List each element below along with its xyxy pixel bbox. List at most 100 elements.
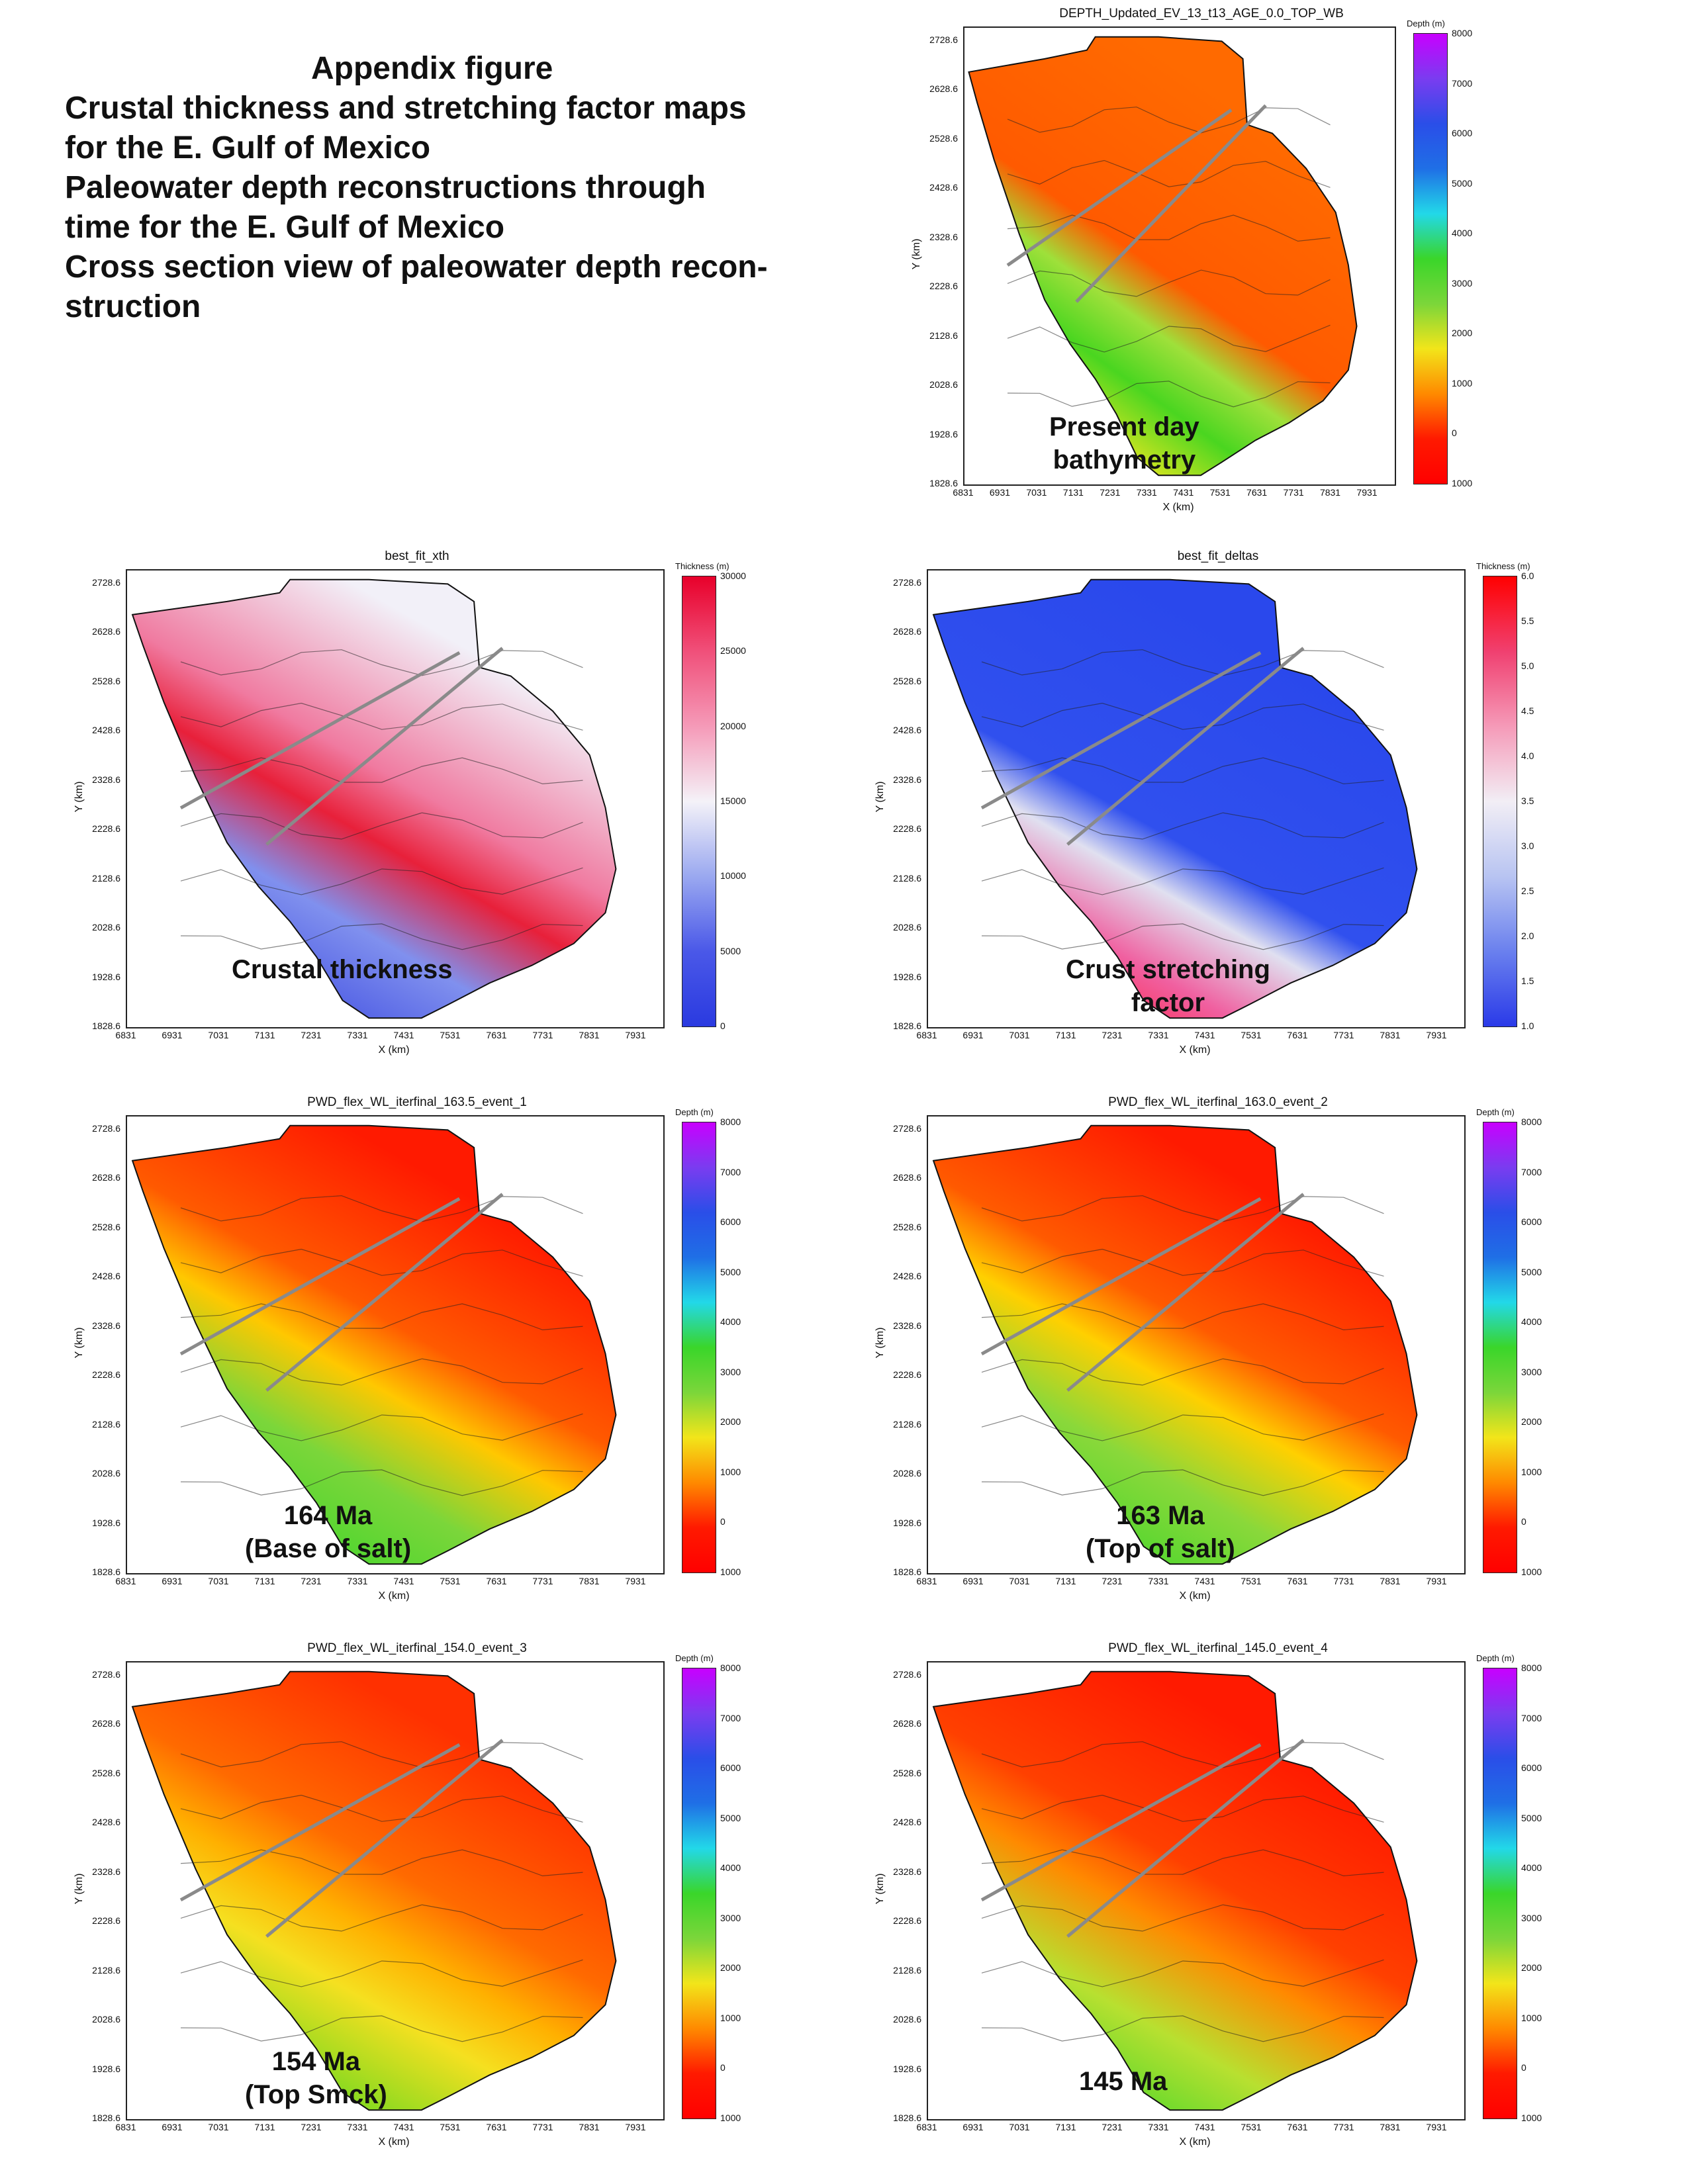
colorbar-label: Depth (m): [1476, 1653, 1515, 1663]
x-tick-label: 7031: [1009, 2122, 1030, 2132]
contour-line: [981, 812, 1384, 840]
contour-line: [180, 812, 583, 840]
panel-annotation: 154 Ma (Top Smck): [245, 2045, 387, 2111]
y-tick-label: 1828.6: [893, 1021, 921, 1031]
x-tick-label: 7131: [1055, 1576, 1076, 1586]
y-tick-label: 2228.6: [92, 823, 120, 835]
x-tick-label: 7831: [579, 2122, 600, 2132]
y-tick-label: 2328.6: [92, 1320, 120, 1331]
x-tick-label: 6931: [989, 487, 1011, 498]
contour-line: [981, 1303, 1384, 1331]
colorbar-tick-label: 3000: [1452, 277, 1473, 289]
panel-title: best_fit_xth: [385, 549, 449, 563]
contour-line: [981, 1248, 1384, 1277]
contour-line: [180, 2015, 583, 2042]
x-tick-label: 6831: [916, 1576, 937, 1586]
caption-line: Cross section view of paleowater depth r…: [65, 250, 768, 285]
colorbar-tick-label: 2000: [720, 1416, 741, 1428]
x-axis-label: X (km): [378, 1044, 410, 1056]
y-tick-label: 2128.6: [92, 1418, 120, 1430]
colorbar-tick-label: 0: [1521, 2062, 1526, 2073]
x-tick-label: 7531: [440, 1576, 461, 1586]
x-axis-label: X (km): [1179, 1590, 1211, 1602]
map-panel-e4: PWD_flex_WL_iterfinal_145.0_event_4 2728.…: [861, 1641, 1575, 2171]
y-tick-label: 1828.6: [92, 2113, 120, 2123]
colorbar-tick-label: 2.0: [1521, 931, 1534, 941]
x-tick-label: 7831: [1319, 487, 1341, 498]
x-tick-label: 7031: [208, 1030, 229, 1040]
colorbar-tick-label: 1000: [720, 1567, 741, 1577]
contour-line: [981, 1904, 1384, 1932]
contour-line: [180, 923, 583, 950]
colorbar-tick-label: 0: [720, 2062, 726, 2073]
contour-line: [180, 702, 583, 731]
x-tick-label: 7431: [393, 1576, 414, 1586]
map-region: [932, 1124, 1418, 1565]
colorbar-tick-label: 5000: [720, 1812, 741, 1823]
colorbar-tick-label: 5000: [720, 945, 741, 956]
profile-line: [265, 647, 504, 846]
colorbar-tick-label: 6.0: [1521, 570, 1534, 581]
colorbar-tick-label: 1000: [1521, 1466, 1542, 1477]
colorbar-tick-label: 2000: [1521, 1416, 1542, 1428]
contour-line: [180, 649, 583, 676]
y-tick-label: 2728.6: [893, 1123, 921, 1134]
map-svg: [968, 36, 1358, 477]
y-tick-label: 2328.6: [92, 774, 120, 785]
x-tick-label: 7131: [254, 2122, 275, 2132]
contour-line: [981, 1741, 1384, 1768]
x-tick-label: 7631: [486, 1576, 507, 1586]
y-tick-label: 1928.6: [893, 1517, 921, 1528]
colorbar-tick-label: 4.5: [1521, 705, 1534, 716]
x-tick-label: 6831: [916, 2122, 937, 2132]
y-tick-label: 2728.6: [929, 34, 958, 45]
x-tick-label: 7731: [532, 1576, 553, 1586]
colorbar-tick-label: 10000: [720, 870, 746, 882]
colorbar-tick-label: 3000: [1521, 1912, 1542, 1923]
x-tick-label: 7231: [1102, 2122, 1123, 2132]
annotation-line: bathymetry: [1053, 445, 1196, 475]
x-axis-label: X (km): [378, 2136, 410, 2148]
panel-title: DEPTH_Updated_EV_13_t13_AGE_0.0_TOP_WB: [1059, 7, 1344, 21]
colorbar: [682, 576, 716, 1027]
map-plot: [927, 1661, 1466, 2120]
map-plot: [126, 1115, 665, 1574]
colorbar-label: Depth (m): [1476, 1107, 1515, 1117]
y-tick-label: 2228.6: [92, 1915, 120, 1927]
map-panel-deltas: best_fit_deltas 2728.6 2628.6 2528.6 2428.6 2…: [861, 549, 1575, 1079]
y-tick-label: 2228.6: [92, 1369, 120, 1381]
y-axis-label: Y (km): [874, 781, 886, 813]
x-tick-label: 7331: [1148, 2122, 1169, 2132]
colorbar-tick-label: 2000: [720, 1962, 741, 1974]
contour-line: [180, 1413, 583, 1441]
colorbar-tick-label: 1000: [720, 2113, 741, 2123]
x-tick-label: 7931: [1426, 1030, 1447, 1040]
colorbar-label: Thickness (m): [1476, 561, 1530, 571]
colorbar-tick-label: 0: [1452, 428, 1457, 439]
y-tick-label: 2528.6: [92, 1221, 120, 1232]
y-tick-label: 2428.6: [92, 1817, 120, 1828]
contour-line: [180, 1849, 583, 1877]
caption-line: for the E. Gulf of Mexico: [65, 130, 431, 165]
y-tick-label: 2328.6: [893, 1866, 921, 1877]
profile-line: [179, 1197, 461, 1355]
y-tick-label: 2128.6: [929, 330, 958, 341]
y-tick-label: 1928.6: [893, 2063, 921, 2074]
x-tick-label: 7931: [1426, 1576, 1447, 1586]
contour-line: [981, 923, 1384, 950]
colorbar-tick-label: 5.0: [1521, 660, 1534, 671]
x-tick-label: 7631: [1287, 1576, 1308, 1586]
profile-line: [1006, 109, 1233, 267]
x-tick-label: 6931: [162, 2122, 183, 2132]
y-tick-label: 2628.6: [893, 1718, 921, 1729]
map-plot: [963, 26, 1396, 486]
colorbar-tick-label: 4000: [720, 1316, 741, 1328]
colorbar-tick-label: 30000: [720, 570, 746, 581]
x-tick-label: 7031: [1026, 487, 1047, 498]
contour-line: [981, 757, 1384, 785]
contour-line: [180, 1904, 583, 1932]
x-tick-label: 7531: [1241, 2122, 1262, 2132]
y-axis-label: Y (km): [73, 1873, 85, 1905]
colorbar: [1483, 1122, 1517, 1573]
colorbar-tick-label: 7000: [1452, 77, 1473, 89]
